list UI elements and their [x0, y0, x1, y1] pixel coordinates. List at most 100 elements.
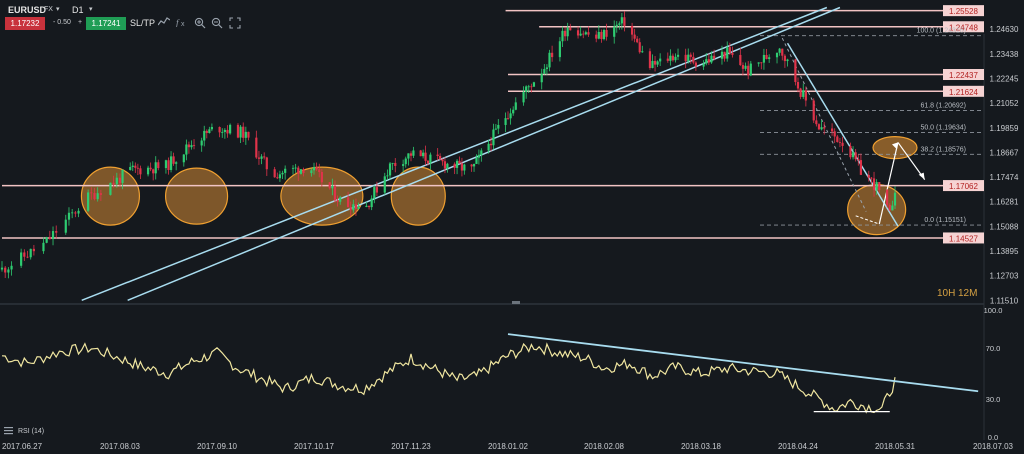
- candle-body: [349, 207, 352, 211]
- level-price-tag: [943, 5, 984, 17]
- candle-body: [620, 17, 623, 24]
- price-tick-label: 1.13895: [990, 247, 1019, 256]
- candle-body: [74, 212, 77, 214]
- candle-body: [453, 163, 456, 168]
- price-tick-label: 1.17474: [990, 173, 1019, 182]
- candle-body: [302, 169, 305, 174]
- bid-price[interactable]: 1.17232: [5, 17, 45, 30]
- fibonacci-levels: 100.0 (1.24316) 61.8 (1.20692) 50.0 (1.196…: [760, 28, 984, 226]
- candle-body: [32, 248, 35, 252]
- candle-body: [455, 160, 459, 168]
- candle-body: [346, 197, 350, 208]
- rsi-tick-label: 70.0: [986, 344, 1001, 353]
- candle-body: [726, 47, 729, 59]
- candle-body: [388, 163, 392, 176]
- chart-type-icon[interactable]: [157, 17, 170, 30]
- candle-body: [728, 47, 731, 53]
- candle-body: [48, 237, 51, 240]
- candle-body: [315, 167, 318, 170]
- candle-body: [477, 154, 480, 158]
- candle-body: [276, 177, 279, 179]
- symbol-dropdown-icon[interactable]: ▾: [56, 6, 60, 13]
- candle-body: [318, 169, 321, 172]
- level-price-label: 1.25528: [949, 7, 978, 16]
- candle-body: [775, 52, 779, 58]
- candle-body: [386, 175, 389, 177]
- ask-price[interactable]: 1.17241: [86, 17, 126, 30]
- candle-body: [203, 130, 206, 141]
- candle-body: [532, 82, 536, 87]
- candle-body: [480, 150, 483, 155]
- candle-body: [443, 161, 447, 169]
- timeframe-dropdown-icon[interactable]: ▾: [89, 6, 93, 13]
- rsi-menu-icon: [4, 427, 13, 429]
- fibonacci-label: 0.0 (1.15151): [924, 217, 966, 224]
- price-tick-label: 1.15088: [990, 222, 1019, 231]
- candle-body: [836, 136, 839, 143]
- fit-icon[interactable]: [228, 17, 241, 30]
- candle-body: [710, 55, 713, 63]
- candle-body: [804, 90, 807, 101]
- timeframe-label[interactable]: D1: [72, 5, 84, 15]
- zoom-out-icon[interactable]: [210, 17, 223, 30]
- candle-body: [648, 51, 652, 68]
- date-tick-label: 2017.06.27: [2, 442, 43, 451]
- level-price-label: 1.24748: [949, 23, 978, 32]
- candle-body: [357, 207, 360, 210]
- candle-body: [548, 52, 551, 68]
- candle-body: [221, 131, 224, 133]
- candle-body: [636, 38, 639, 43]
- candle-body: [367, 205, 371, 208]
- candle-body: [731, 52, 734, 55]
- level-price-tag: [943, 69, 984, 81]
- candle-body: [749, 63, 752, 76]
- panel-resize-handle: [512, 301, 520, 304]
- candle-body: [684, 54, 687, 62]
- candle-body: [757, 62, 760, 64]
- candle-body: [551, 52, 554, 58]
- candle-body: [424, 152, 427, 161]
- candle-body: [192, 145, 196, 146]
- candle-body: [365, 205, 368, 208]
- candle-body: [817, 124, 821, 130]
- candle-body: [23, 252, 26, 257]
- candle-body: [458, 160, 461, 164]
- candle-body: [872, 178, 876, 190]
- candle-body: [781, 48, 784, 56]
- candle-body: [236, 124, 240, 138]
- candle-body: [328, 182, 331, 189]
- candle-body: [641, 51, 644, 53]
- level-price-tag: [943, 85, 984, 97]
- candle-body: [851, 152, 855, 158]
- arrow-head-down: [918, 172, 925, 180]
- candle-body: [794, 59, 797, 83]
- candle-body: [257, 157, 261, 159]
- candle-body: [891, 205, 894, 211]
- candle-body: [762, 54, 766, 63]
- candle-body: [20, 252, 23, 266]
- symbol-label[interactable]: EURUSD: [8, 5, 47, 15]
- candle-body: [0, 267, 4, 270]
- candle-body: [244, 131, 247, 138]
- candle-body: [182, 154, 185, 163]
- candle-body: [561, 30, 564, 42]
- candle-body: [4, 267, 7, 273]
- candle-body: [136, 167, 139, 169]
- candle-body: [509, 113, 512, 119]
- candle-body: [558, 41, 561, 58]
- candle-body: [540, 73, 543, 83]
- candle-body: [602, 29, 606, 40]
- sltp-button[interactable]: SL/TP: [130, 18, 156, 28]
- rsi-tick-label: 0.0: [988, 433, 998, 442]
- candle-body: [121, 169, 124, 183]
- candle-body: [77, 210, 80, 214]
- candle-body: [820, 127, 823, 130]
- candle-body: [830, 128, 834, 132]
- candle-body: [671, 55, 675, 61]
- price-axis: 1.24630 1.23438 1.22245 1.21052 1.19859 1.186…: [990, 25, 1019, 305]
- candle-body: [475, 157, 478, 164]
- candle-body: [563, 30, 567, 37]
- zoom-in-icon[interactable]: [193, 17, 206, 30]
